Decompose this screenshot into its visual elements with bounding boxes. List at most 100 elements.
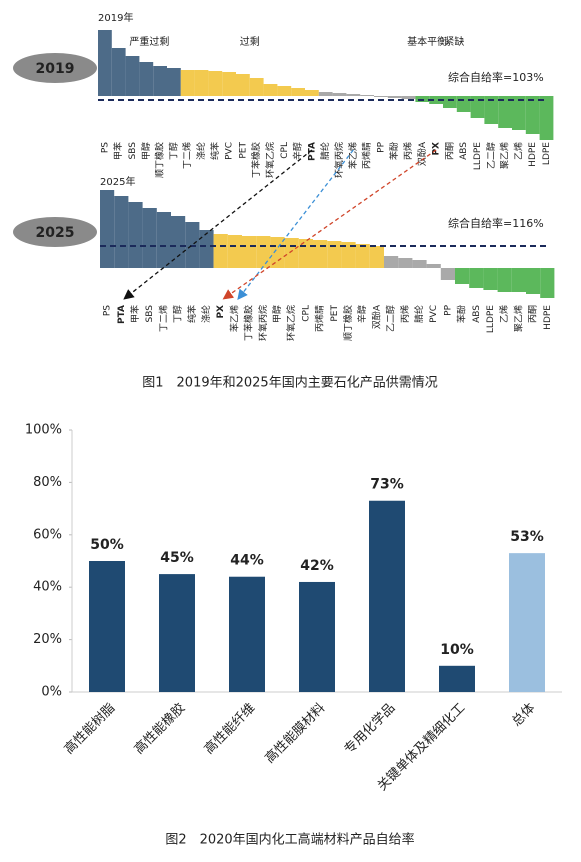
bar bbox=[167, 68, 181, 96]
bar bbox=[299, 581, 335, 692]
category-label: 乙二醇 bbox=[385, 305, 397, 332]
bar bbox=[483, 268, 498, 290]
arrow bbox=[123, 149, 313, 300]
bar bbox=[401, 96, 416, 99]
category-label: 丁苯橡胶 bbox=[243, 305, 255, 341]
category-label: 丙烯腈 bbox=[314, 305, 326, 332]
category-label: 甲苯 bbox=[129, 305, 141, 323]
bar bbox=[125, 56, 140, 96]
category-label: 顺丁橡胶 bbox=[342, 305, 354, 341]
bar bbox=[128, 202, 143, 268]
group-label: 基本平衡 bbox=[407, 35, 447, 48]
category-label: 丁二烯 bbox=[157, 305, 169, 332]
bar bbox=[526, 268, 541, 294]
bar bbox=[484, 96, 499, 124]
category-label: LLDPE bbox=[473, 142, 483, 170]
group-label: 紧缺 bbox=[444, 35, 464, 48]
y-tick-label: 60% bbox=[33, 527, 62, 542]
category-label: 环氧丙烷 bbox=[257, 305, 269, 341]
category-label: 丁醇 bbox=[167, 142, 179, 160]
category-label: 乙烯 bbox=[498, 305, 510, 323]
category-label: PVC bbox=[225, 142, 235, 160]
bar bbox=[249, 78, 264, 96]
category-label: PET bbox=[238, 142, 248, 159]
category-label: 苯酚 bbox=[456, 305, 468, 323]
x-tick-label: 高性能树脂 bbox=[61, 700, 118, 757]
category-label: CPL bbox=[280, 142, 290, 159]
bar bbox=[429, 96, 443, 104]
value-label: 45% bbox=[160, 550, 194, 566]
category-label: 丙酮 bbox=[528, 305, 539, 323]
year-badge bbox=[13, 53, 97, 83]
bar bbox=[327, 241, 342, 268]
category-label: PS bbox=[100, 142, 110, 153]
bar bbox=[346, 94, 361, 96]
category-label: 环氧丙烷 bbox=[333, 142, 345, 178]
bar bbox=[142, 208, 157, 268]
category-label: 涤纶 bbox=[195, 142, 207, 160]
bar bbox=[318, 92, 333, 96]
category-label: 聚乙烯 bbox=[499, 142, 511, 169]
figure-caption: 图1 2019年和2025年国内主要石化产品供需情况 bbox=[142, 375, 437, 391]
category-label: 丙烯腈 bbox=[361, 142, 373, 169]
bar bbox=[153, 66, 167, 96]
category-label: 顺丁橡胶 bbox=[154, 142, 166, 178]
x-tick-label: 高性能纤维 bbox=[201, 700, 258, 757]
bar bbox=[139, 62, 154, 96]
x-tick-label: 总体 bbox=[509, 701, 538, 730]
figure-caption: 图2 2020年国内化工高端材料产品自给率 bbox=[165, 832, 414, 848]
x-tick-label: 高性能橡胶 bbox=[131, 700, 188, 757]
y-tick-label: 0% bbox=[41, 685, 62, 700]
bar bbox=[540, 268, 555, 298]
category-label: 丙烯 bbox=[402, 142, 414, 160]
year-badge-label: 2019 bbox=[36, 61, 75, 77]
bar bbox=[284, 238, 299, 268]
category-label: 乙烯 bbox=[512, 142, 524, 160]
bar bbox=[360, 95, 374, 96]
category-label: 环氧乙烷 bbox=[285, 305, 297, 341]
annotation: 综合自给率=103% bbox=[448, 70, 544, 84]
category-label: PTA bbox=[117, 305, 127, 324]
bar bbox=[213, 234, 228, 268]
category-label: 双酚A bbox=[371, 304, 382, 329]
category-label: 丁醇 bbox=[172, 305, 184, 323]
bar bbox=[469, 268, 484, 288]
category-label: 涤纶 bbox=[200, 305, 212, 323]
bar bbox=[236, 74, 250, 96]
year-badge bbox=[13, 217, 97, 247]
value-label: 53% bbox=[510, 529, 544, 545]
category-label: 乙二醇 bbox=[485, 142, 497, 169]
panel-subtitle: 2019年 bbox=[98, 11, 133, 24]
bar bbox=[199, 230, 214, 268]
bar bbox=[194, 70, 209, 96]
bar bbox=[511, 268, 526, 292]
bar bbox=[89, 561, 125, 692]
bar bbox=[332, 93, 347, 96]
bar bbox=[374, 96, 388, 97]
category-label: 腈纶 bbox=[319, 142, 331, 160]
category-label: PS bbox=[103, 305, 113, 316]
bar bbox=[412, 260, 427, 268]
category-label: CPL bbox=[301, 305, 311, 322]
bar bbox=[440, 268, 455, 280]
bar bbox=[426, 264, 441, 268]
category-label: 腈纶 bbox=[413, 305, 425, 323]
bar bbox=[114, 196, 129, 268]
bar bbox=[180, 70, 195, 96]
bar bbox=[111, 48, 126, 96]
bar bbox=[497, 268, 512, 292]
category-label: 环氧乙烷 bbox=[264, 142, 276, 178]
category-label: 辛醇 bbox=[356, 305, 368, 323]
value-label: 42% bbox=[300, 558, 334, 574]
value-label: 44% bbox=[230, 553, 264, 569]
bar bbox=[256, 236, 271, 268]
category-label: 丁苯橡胶 bbox=[250, 142, 262, 178]
y-tick-label: 80% bbox=[33, 475, 62, 490]
bar bbox=[156, 212, 171, 268]
category-label: PET bbox=[330, 305, 340, 322]
category-label: ABS bbox=[459, 142, 469, 160]
value-label: 73% bbox=[370, 477, 404, 493]
bar bbox=[229, 576, 265, 692]
category-label: PX bbox=[216, 305, 226, 319]
bar bbox=[100, 190, 115, 268]
